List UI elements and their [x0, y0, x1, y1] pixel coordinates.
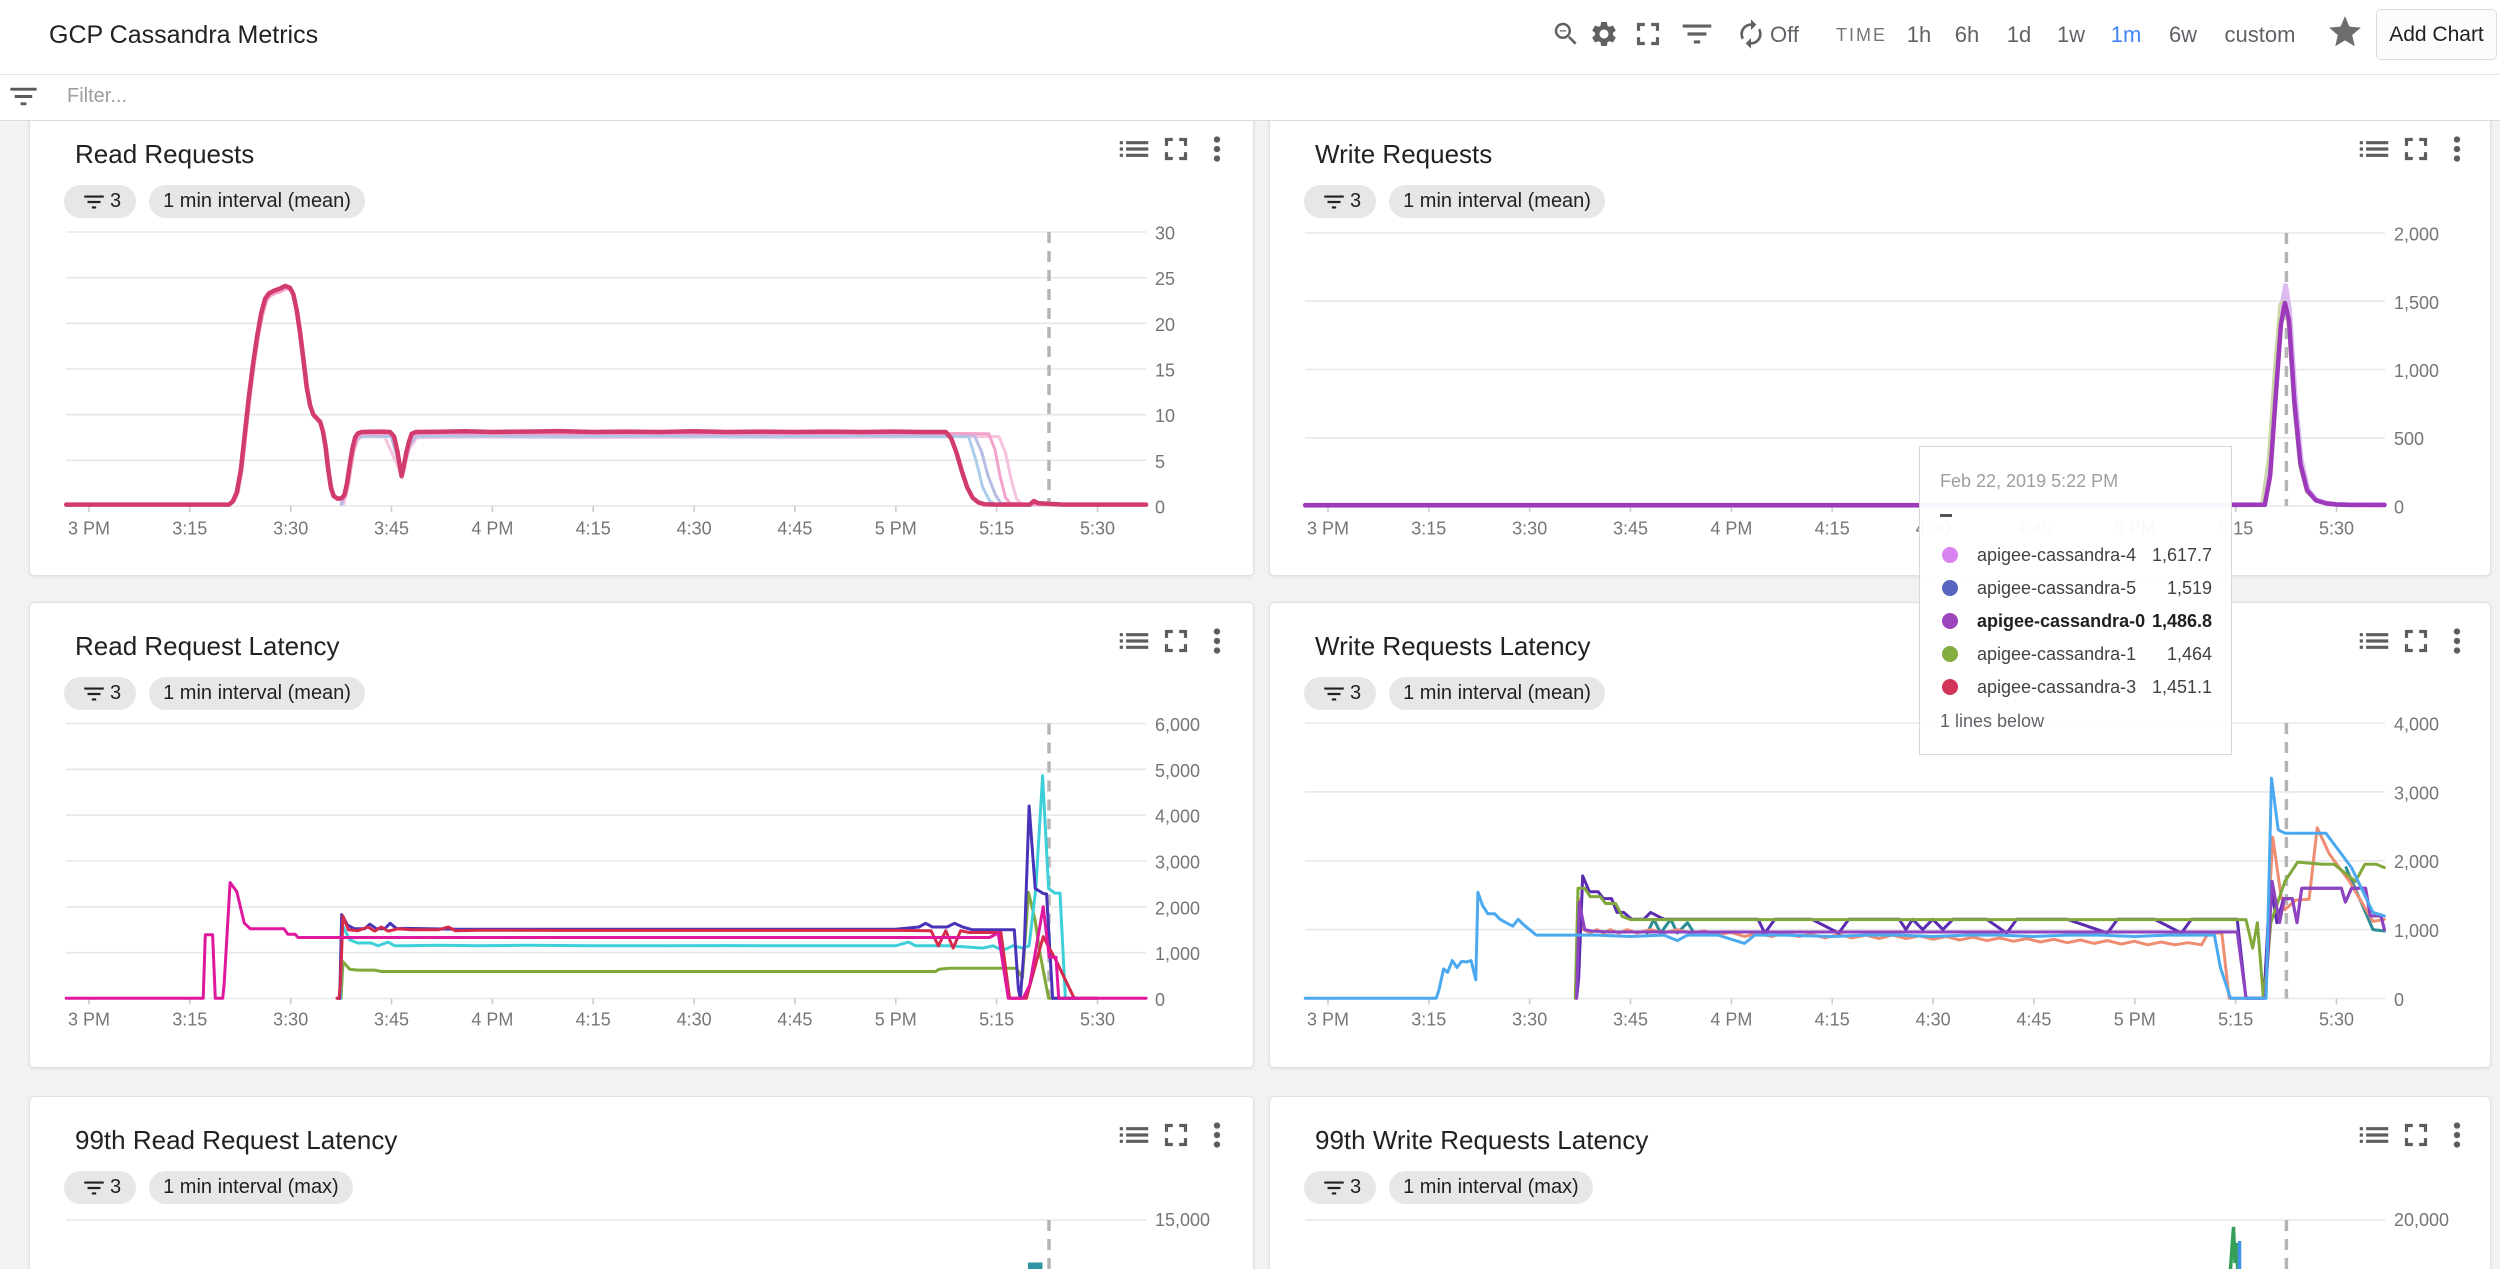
svg-text:1,500: 1,500 — [2394, 293, 2439, 313]
svg-text:15: 15 — [1155, 361, 1175, 381]
svg-text:3:45: 3:45 — [374, 1010, 409, 1030]
svg-text:4 PM: 4 PM — [1710, 519, 1752, 539]
svg-text:1,000: 1,000 — [1155, 944, 1200, 964]
svg-text:5:30: 5:30 — [2319, 519, 2354, 539]
svg-text:25: 25 — [1155, 269, 1175, 289]
svg-text:5,000: 5,000 — [1155, 761, 1200, 781]
svg-text:3:45: 3:45 — [1613, 519, 1648, 539]
svg-text:2,000: 2,000 — [2394, 852, 2439, 872]
svg-text:2,000: 2,000 — [1155, 898, 1200, 918]
svg-text:4,000: 4,000 — [2394, 715, 2439, 735]
svg-text:4:45: 4:45 — [777, 519, 812, 539]
svg-text:10: 10 — [1155, 406, 1175, 426]
svg-text:3:15: 3:15 — [1411, 519, 1446, 539]
svg-text:3 PM: 3 PM — [1307, 1010, 1349, 1030]
svg-text:4:30: 4:30 — [677, 519, 712, 539]
svg-text:4:15: 4:15 — [1815, 519, 1850, 539]
svg-text:20,000: 20,000 — [2394, 1210, 2449, 1230]
svg-text:5:15: 5:15 — [979, 519, 1014, 539]
svg-text:1,000: 1,000 — [2394, 361, 2439, 381]
svg-text:6,000: 6,000 — [1155, 715, 1200, 735]
svg-text:3 PM: 3 PM — [68, 519, 110, 539]
svg-text:3:30: 3:30 — [273, 1010, 308, 1030]
svg-text:0: 0 — [2394, 498, 2404, 518]
svg-text:0: 0 — [1155, 990, 1165, 1010]
svg-text:3 PM: 3 PM — [1307, 519, 1349, 539]
svg-text:20: 20 — [1155, 315, 1175, 335]
svg-text:5 PM: 5 PM — [875, 519, 917, 539]
svg-text:4:30: 4:30 — [677, 1010, 712, 1030]
svg-text:3:30: 3:30 — [1512, 519, 1547, 539]
svg-text:5:30: 5:30 — [1080, 1010, 1115, 1030]
svg-text:3:45: 3:45 — [1613, 1010, 1648, 1030]
svg-text:15,000: 15,000 — [1155, 1210, 1210, 1230]
svg-text:5:30: 5:30 — [2319, 1010, 2354, 1030]
svg-text:5:30: 5:30 — [1080, 519, 1115, 539]
svg-text:3:45: 3:45 — [374, 519, 409, 539]
svg-text:4,000: 4,000 — [1155, 807, 1200, 827]
svg-text:3:30: 3:30 — [273, 519, 308, 539]
svg-text:3:30: 3:30 — [1512, 1010, 1547, 1030]
svg-text:0: 0 — [1155, 498, 1165, 518]
svg-text:3:15: 3:15 — [172, 519, 207, 539]
svg-text:5 PM: 5 PM — [2114, 1010, 2156, 1030]
svg-text:5: 5 — [1155, 452, 1165, 472]
svg-text:4:45: 4:45 — [2016, 1010, 2051, 1030]
svg-text:4:30: 4:30 — [1916, 1010, 1951, 1030]
svg-text:4 PM: 4 PM — [471, 1010, 513, 1030]
svg-text:4 PM: 4 PM — [471, 519, 513, 539]
svg-text:30: 30 — [1155, 224, 1175, 244]
svg-text:5:15: 5:15 — [2218, 1010, 2253, 1030]
svg-text:2,000: 2,000 — [2394, 225, 2439, 245]
svg-text:500: 500 — [2394, 429, 2424, 449]
svg-text:4 PM: 4 PM — [1710, 1010, 1752, 1030]
svg-text:1,000: 1,000 — [2394, 921, 2439, 941]
svg-text:3,000: 3,000 — [1155, 853, 1200, 873]
svg-text:4:15: 4:15 — [1815, 1010, 1850, 1030]
svg-text:4:45: 4:45 — [777, 1010, 812, 1030]
svg-text:4:15: 4:15 — [576, 1010, 611, 1030]
svg-text:5 PM: 5 PM — [875, 1010, 917, 1030]
svg-text:3 PM: 3 PM — [68, 1010, 110, 1030]
svg-text:3:15: 3:15 — [172, 1010, 207, 1030]
svg-text:3,000: 3,000 — [2394, 783, 2439, 803]
svg-text:5:15: 5:15 — [979, 1010, 1014, 1030]
svg-text:4:15: 4:15 — [576, 519, 611, 539]
svg-text:3:15: 3:15 — [1411, 1010, 1446, 1030]
svg-text:0: 0 — [2394, 990, 2404, 1010]
